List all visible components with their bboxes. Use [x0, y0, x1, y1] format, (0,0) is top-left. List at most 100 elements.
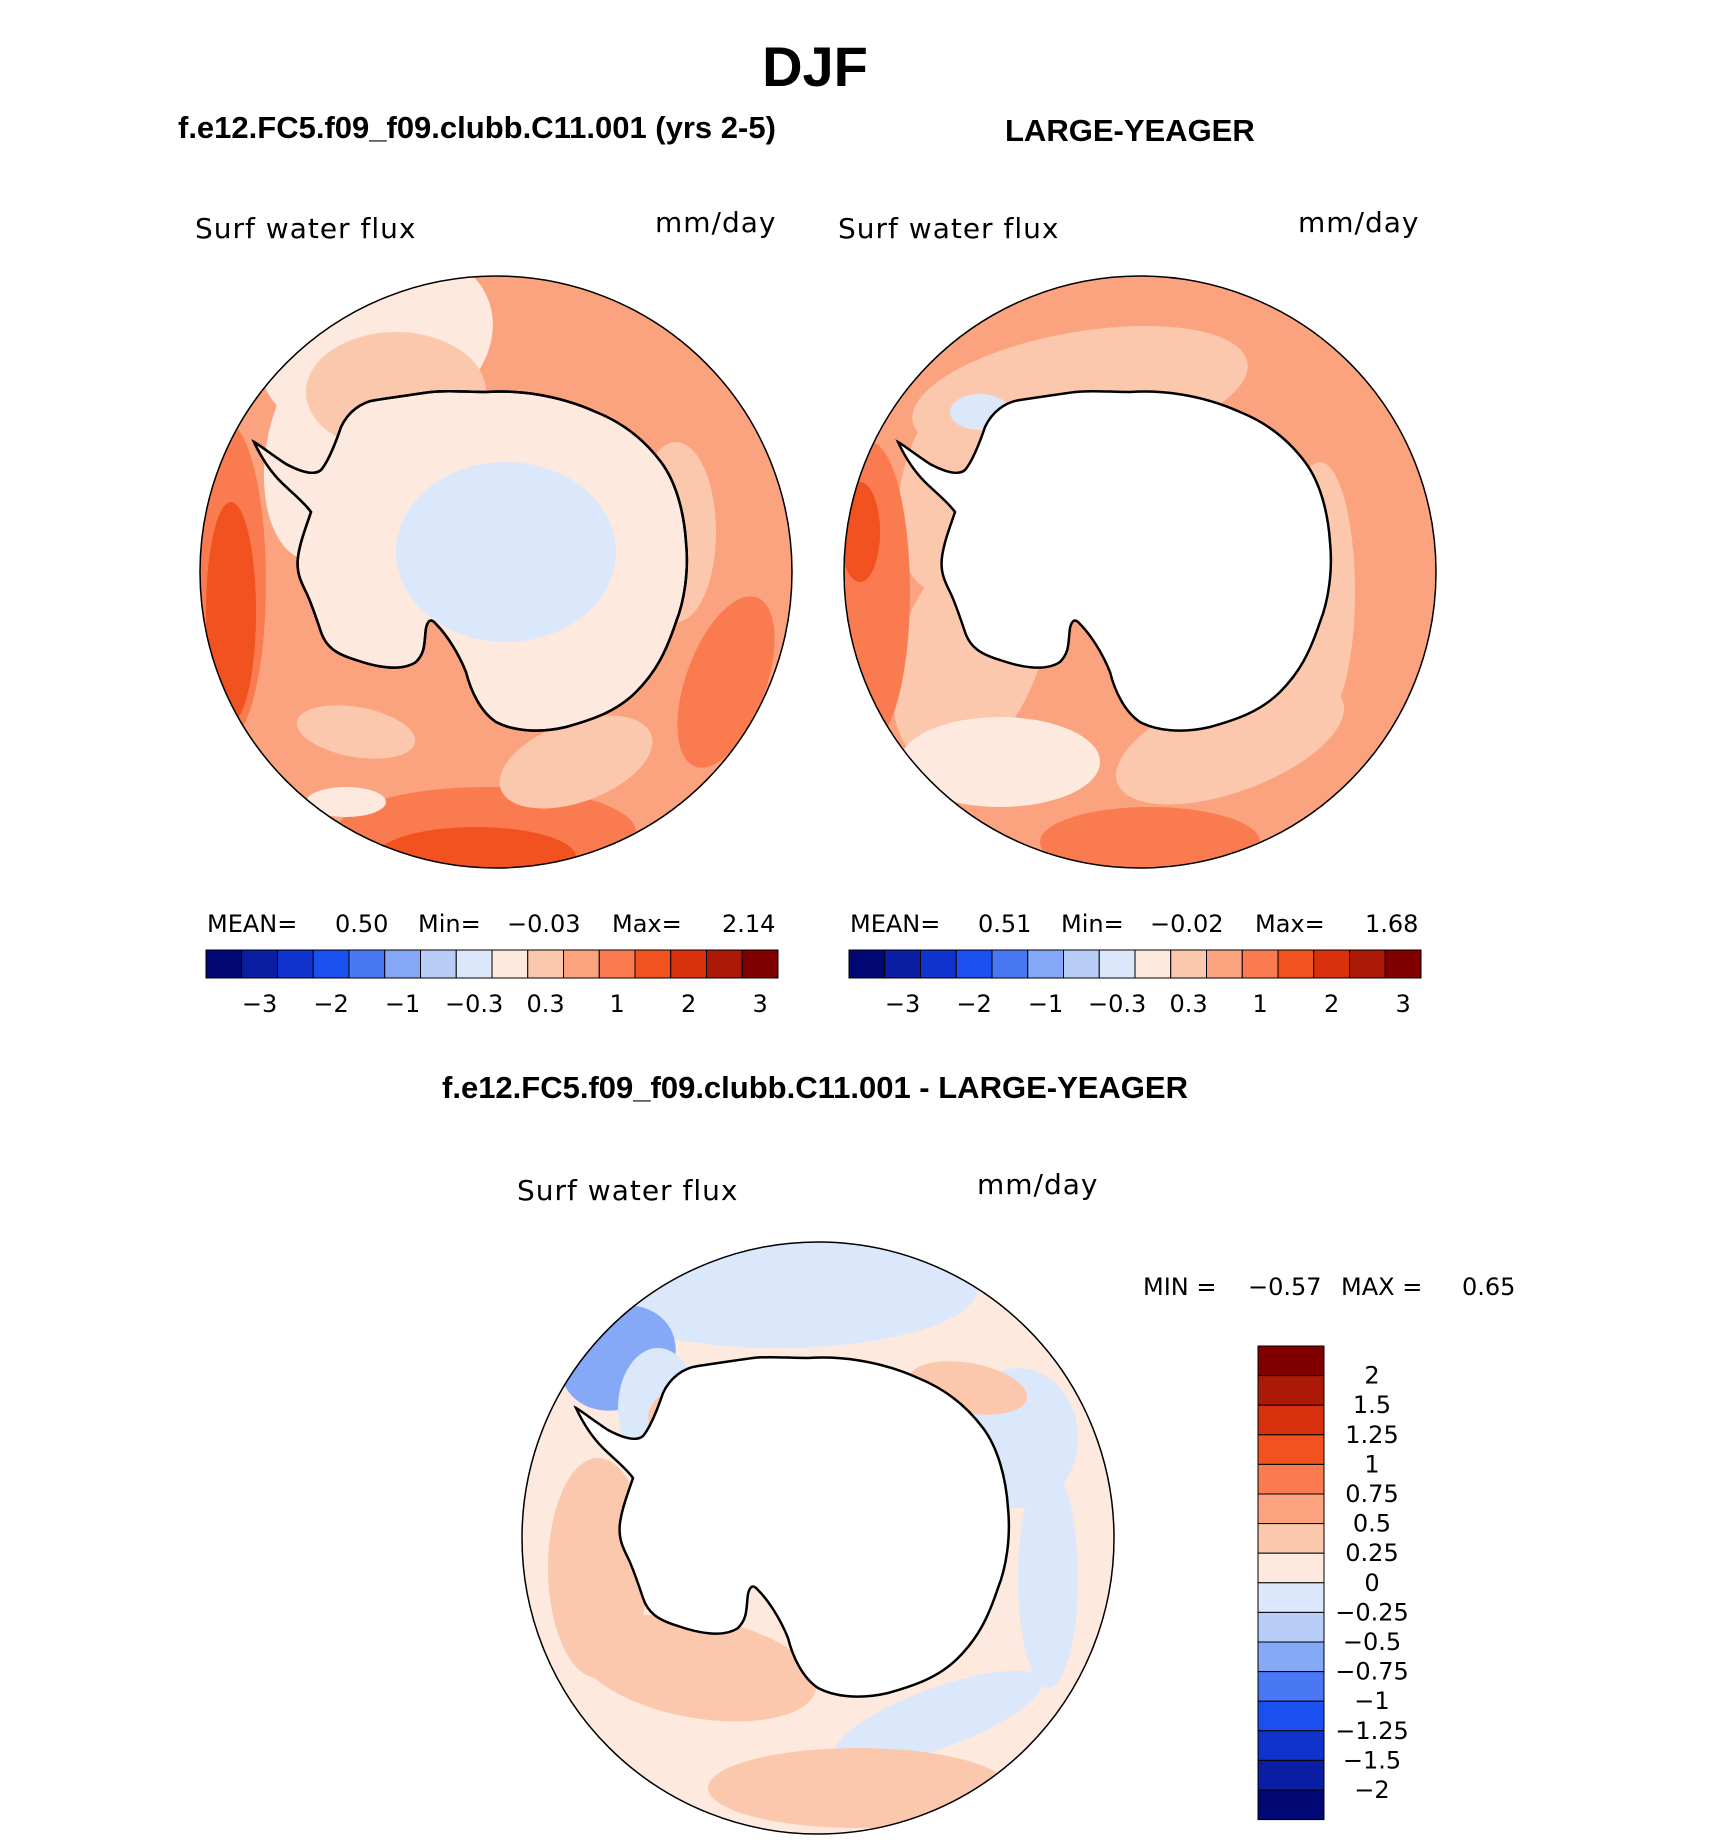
- colorbar-swatch: [348, 949, 386, 979]
- colorbar-tick-label: −0.25: [1335, 1598, 1409, 1626]
- colorbar-tick-label: −1.5: [1343, 1746, 1401, 1774]
- colorbar-swatch: [598, 949, 636, 979]
- right-max-label: Max=: [1255, 910, 1325, 938]
- right-variable-label: Surf water flux: [838, 212, 1060, 245]
- colorbar-swatch: [1257, 1434, 1325, 1465]
- difference-panel-title: f.e12.FC5.f09_f09.clubb.C11.001 - LARGE-…: [442, 1070, 1188, 1105]
- colorbar-swatch: [741, 949, 779, 979]
- colorbar-swatch: [920, 949, 957, 979]
- contour-region: [579, 1614, 817, 1722]
- colorbar-tick-label: 2: [1324, 990, 1339, 1018]
- colorbar-swatch: [1134, 949, 1172, 979]
- contour-region: [677, 596, 775, 768]
- colorbar-tick-label: 0.75: [1345, 1480, 1398, 1508]
- colorbar-tick-label: −1.25: [1335, 1717, 1409, 1745]
- colorbar-tick-label: 1: [609, 990, 624, 1018]
- diff-min-label: MIN =: [1143, 1273, 1217, 1301]
- colorbar-swatch: [1257, 1493, 1325, 1525]
- left-min-value: −0.03: [507, 910, 581, 938]
- colorbar-tick-label: −1: [385, 990, 420, 1018]
- contour-region: [396, 462, 616, 642]
- diff-max-value: 0.65: [1462, 1273, 1516, 1301]
- colorbar-tick-label: −1: [1354, 1687, 1389, 1715]
- page-title: DJF: [762, 35, 868, 98]
- contour-region: [206, 502, 256, 722]
- right-min-label: Min=: [1061, 910, 1124, 938]
- colorbar-swatch: [1257, 1463, 1325, 1495]
- colorbar-tick-label: −3: [242, 990, 277, 1018]
- colorbar-swatch: [563, 949, 600, 979]
- colorbar-swatch: [1349, 949, 1386, 979]
- colorbar-tick-label: 3: [752, 990, 767, 1018]
- right-units-label: mm/day: [1298, 206, 1420, 239]
- colorbar-swatch: [1241, 949, 1279, 979]
- contour-region: [708, 1748, 1008, 1828]
- left-mean-label: MEAN=: [207, 910, 298, 938]
- colorbar-swatch: [1257, 1523, 1325, 1554]
- colorbar-swatch: [312, 949, 350, 979]
- colorbar-tick-label: −0.5: [1343, 1628, 1401, 1656]
- colorbar-swatch: [455, 949, 493, 979]
- colorbar-swatch: [1206, 949, 1243, 979]
- colorbar-swatch: [1277, 949, 1315, 979]
- right-mean-label: MEAN=: [850, 910, 941, 938]
- colorbar-swatch: [420, 949, 457, 979]
- colorbar-tick-label: −0.3: [1088, 990, 1146, 1018]
- contour-region: [1040, 807, 1260, 868]
- colorbar-tick-label: 2: [681, 990, 696, 1018]
- right-min-value: −0.02: [1150, 910, 1224, 938]
- colorbar-tick-label: −0.75: [1335, 1658, 1409, 1686]
- colorbar-tick-label: 1.5: [1353, 1391, 1391, 1419]
- colorbar-tick-label: 0.25: [1345, 1539, 1398, 1567]
- colorbar-tick-label: 1: [1252, 990, 1267, 1018]
- colorbar-tick-label: 2: [1364, 1362, 1379, 1390]
- colorbar-swatch: [1257, 1611, 1325, 1643]
- colorbar-tick-label: −2: [313, 990, 348, 1018]
- colorbar-swatch: [384, 949, 421, 979]
- difference-map-border: [521, 1241, 1115, 1835]
- contour-region: [1018, 1468, 1078, 1688]
- contour-region: [900, 717, 1100, 807]
- colorbar-swatch: [1257, 1671, 1325, 1702]
- colorbar-swatch: [491, 949, 529, 979]
- colorbar-tick-label: −0.3: [445, 990, 503, 1018]
- left-polar-map: [200, 276, 792, 868]
- right-mean-value: 0.51: [978, 910, 1032, 938]
- colorbar-swatch: [1257, 1789, 1325, 1821]
- right-colorbar: −3 −2 −1 −0.3 0.3 1 2 3: [848, 949, 1422, 1018]
- colorbar-swatch: [1257, 1552, 1325, 1584]
- colorbar-swatch: [1170, 949, 1207, 979]
- colorbar-swatch: [670, 949, 707, 979]
- colorbar-swatch: [241, 949, 278, 979]
- right-map-border: [843, 275, 1437, 869]
- colorbar-tick-label: −3: [885, 990, 920, 1018]
- colorbar-swatch: [1257, 1404, 1325, 1436]
- left-units-label: mm/day: [655, 206, 777, 239]
- colorbar-tick-label: 3: [1395, 990, 1410, 1018]
- colorbar-swatch: [1257, 1375, 1325, 1406]
- left-map-border: [199, 275, 793, 869]
- colorbar-swatch: [1063, 949, 1100, 979]
- left-max-label: Max=: [612, 910, 682, 938]
- colorbar-tick-label: 0.3: [527, 990, 565, 1018]
- left-colorbar: −3 −2 −1 −0.3 0.3 1 2 3: [205, 949, 779, 1018]
- left-variable-label: Surf water flux: [195, 212, 417, 245]
- left-mean-value: 0.50: [335, 910, 389, 938]
- colorbar-tick-label: −2: [1354, 1776, 1389, 1804]
- left-min-label: Min=: [418, 910, 481, 938]
- diff-units-label: mm/day: [977, 1168, 1099, 1201]
- contour-region: [376, 827, 576, 868]
- colorbar-tick-label: 0.3: [1170, 990, 1208, 1018]
- colorbar-tick-label: 1.25: [1345, 1421, 1398, 1449]
- colorbar-swatch: [1257, 1345, 1325, 1377]
- colorbar-swatch: [1257, 1700, 1325, 1732]
- colorbar-tick-label: −1: [1028, 990, 1063, 1018]
- contour-region: [834, 1670, 1042, 1766]
- colorbar-swatch: [884, 949, 921, 979]
- right-panel-title: LARGE-YEAGER: [1005, 113, 1255, 148]
- left-max-value: 2.14: [722, 910, 776, 938]
- colorbar-swatch: [205, 949, 243, 979]
- colorbar-tick-label: −2: [956, 990, 991, 1018]
- contour-region: [1115, 679, 1345, 805]
- diff-max-label: MAX =: [1341, 1273, 1423, 1301]
